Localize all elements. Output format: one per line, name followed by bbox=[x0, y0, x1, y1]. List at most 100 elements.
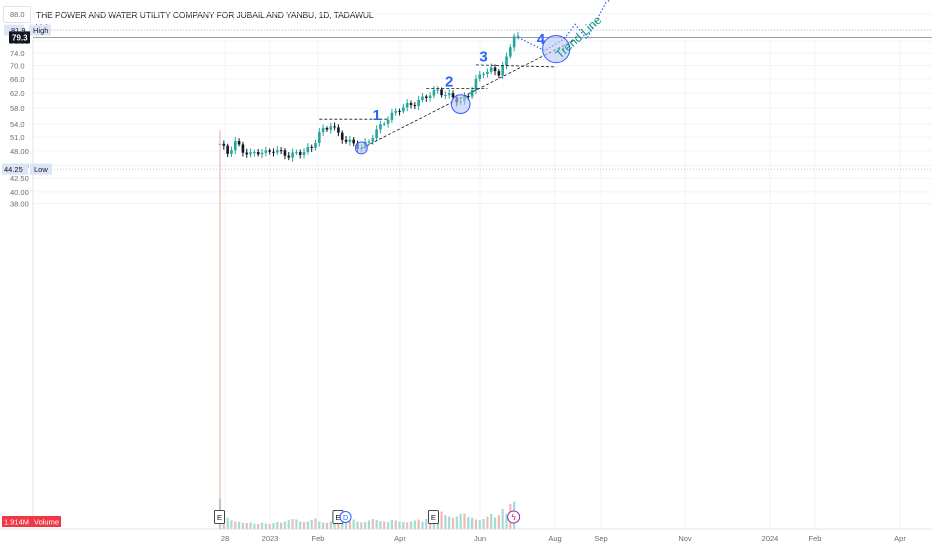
candle-body bbox=[325, 127, 329, 130]
volume-bar bbox=[299, 521, 302, 529]
volume-bar bbox=[295, 519, 298, 529]
candle-body bbox=[348, 139, 352, 142]
volume-bar bbox=[463, 513, 466, 529]
dividend-label: D bbox=[343, 515, 348, 522]
volume-bar bbox=[230, 520, 233, 529]
low-value-badge bbox=[2, 163, 28, 175]
earnings-label: E bbox=[431, 513, 436, 522]
volume-bar bbox=[325, 523, 329, 529]
candle-body bbox=[493, 67, 497, 72]
x-tick-label: Jun bbox=[474, 534, 486, 543]
volume-bar bbox=[417, 519, 420, 529]
candle-body bbox=[295, 152, 298, 154]
volume-bar bbox=[291, 519, 294, 529]
candle-body bbox=[367, 141, 371, 143]
candle-body bbox=[497, 71, 501, 76]
x-tick-label: 28 bbox=[221, 534, 229, 543]
candle-body bbox=[382, 123, 386, 125]
volume-bar bbox=[356, 521, 359, 529]
high-label: High bbox=[33, 26, 48, 35]
candle-body bbox=[505, 56, 508, 66]
low-label: Low bbox=[34, 165, 48, 174]
candle-body bbox=[394, 111, 398, 113]
candle-body bbox=[306, 146, 310, 153]
volume-bar bbox=[272, 523, 275, 529]
volume-bar bbox=[398, 521, 401, 529]
volume-bar bbox=[344, 522, 348, 529]
volume-bar bbox=[333, 520, 336, 529]
volume-bar bbox=[493, 517, 497, 529]
x-tick-label: 2024 bbox=[762, 534, 779, 543]
candle-body bbox=[318, 132, 321, 143]
highlight-circle bbox=[450, 94, 471, 115]
logo-box[interactable] bbox=[3, 6, 31, 23]
candle-body bbox=[440, 89, 443, 96]
y-tick-label: 58.0 bbox=[10, 104, 25, 113]
y-tick-label: 42.50 bbox=[10, 174, 29, 183]
volume-bar bbox=[459, 514, 462, 529]
candle-body bbox=[310, 146, 313, 148]
wave-label-3: 3 bbox=[479, 49, 487, 66]
candle-body bbox=[516, 35, 520, 37]
volume-bar bbox=[455, 516, 458, 529]
x-tick-label: Feb bbox=[312, 534, 325, 543]
volume-label-badge bbox=[31, 516, 61, 527]
volume-value-badge bbox=[2, 516, 31, 527]
candle-body bbox=[451, 93, 455, 98]
candle-body bbox=[249, 152, 252, 155]
y-tick-label: 54.0 bbox=[10, 120, 25, 129]
volume-bar bbox=[253, 523, 256, 529]
candle-body bbox=[501, 65, 504, 76]
high-value: 81.9 bbox=[11, 26, 26, 35]
lightning-icon: ϟ bbox=[512, 513, 517, 522]
volume-bar bbox=[497, 515, 500, 529]
y-tick-label: 51.0 bbox=[10, 133, 25, 142]
volume-bar bbox=[322, 522, 325, 529]
candle-body bbox=[486, 71, 489, 74]
volume-bar bbox=[501, 509, 504, 529]
projection-path bbox=[517, 0, 612, 52]
candle-body bbox=[279, 150, 283, 152]
candle-body bbox=[237, 141, 241, 145]
candle-body bbox=[321, 127, 325, 133]
volume-bar bbox=[482, 519, 485, 529]
candle-body bbox=[409, 103, 413, 106]
y-tick-label: 74.0 bbox=[10, 49, 25, 58]
volume-bar bbox=[505, 514, 508, 529]
candle-body bbox=[352, 139, 355, 144]
candle-body bbox=[241, 144, 245, 153]
highlight-circle bbox=[542, 34, 571, 64]
volume-bar bbox=[467, 517, 470, 529]
volume-bar bbox=[234, 521, 237, 529]
volume-value: 1.914M bbox=[4, 518, 29, 527]
volume-bar bbox=[245, 523, 248, 529]
volume-bar bbox=[440, 511, 443, 529]
volume-bar bbox=[474, 519, 478, 529]
y-tick-label: 40.00 bbox=[10, 188, 29, 197]
x-tick-label: Feb bbox=[809, 534, 822, 543]
candle-body bbox=[291, 152, 294, 158]
candle-body bbox=[467, 96, 470, 98]
candle-body bbox=[298, 152, 302, 155]
volume-bar bbox=[379, 521, 382, 529]
y-tick-label: 62.0 bbox=[10, 89, 25, 98]
wave-label-4: 4 bbox=[537, 31, 546, 48]
volume-bar bbox=[241, 522, 245, 529]
volume-bar bbox=[490, 514, 493, 529]
x-tick-label: Aug bbox=[548, 534, 561, 543]
x-tick-label: Sep bbox=[594, 534, 607, 543]
x-tick-label: Apr bbox=[894, 534, 906, 543]
candle-body bbox=[245, 152, 249, 155]
earnings-marker bbox=[428, 510, 439, 524]
volume-bar bbox=[352, 519, 355, 529]
candle-body bbox=[253, 152, 256, 154]
volume-bar bbox=[310, 520, 313, 529]
candle-body bbox=[314, 142, 317, 148]
candle-body bbox=[302, 152, 306, 155]
candle-body bbox=[222, 143, 226, 146]
volume-bar bbox=[371, 519, 374, 529]
candle-body bbox=[264, 150, 268, 153]
candle-body bbox=[478, 74, 482, 79]
volume-bar bbox=[413, 520, 416, 529]
